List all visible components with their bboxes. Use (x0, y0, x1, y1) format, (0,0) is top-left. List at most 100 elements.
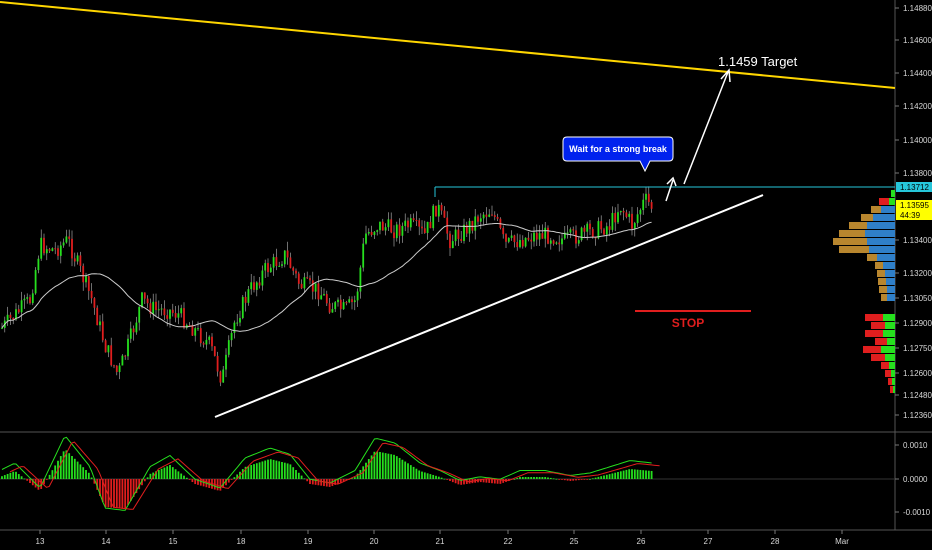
candle (17, 304, 20, 314)
osc-bar (104, 479, 107, 508)
osc-bar (440, 477, 443, 479)
candle (530, 233, 533, 250)
candle (580, 226, 583, 242)
osc-bar (261, 461, 264, 479)
candle (160, 304, 163, 316)
candle (474, 209, 477, 240)
price-tick: 1.14400 (895, 69, 932, 78)
osc-bar (40, 479, 43, 489)
candle (384, 223, 387, 236)
price-tag-label: 1.13595 (900, 201, 929, 210)
time-tick-label: 18 (237, 537, 246, 546)
osc-bar (48, 474, 51, 479)
osc-bar (398, 457, 401, 479)
price-tick: 1.13400 (895, 236, 932, 245)
candle (569, 227, 572, 239)
candle (547, 225, 549, 245)
time-tick: Mar (835, 530, 849, 546)
candle (236, 314, 239, 327)
candle (79, 251, 82, 273)
candle (538, 225, 541, 247)
candle (311, 271, 314, 300)
osc-bar (110, 479, 113, 508)
osc-bar (337, 479, 339, 484)
osc-bar (269, 459, 272, 479)
osc-bar (171, 467, 174, 479)
osc-bar (605, 474, 608, 479)
time-tick: 28 (771, 530, 780, 546)
candle (199, 322, 202, 347)
candle (174, 305, 177, 323)
candle (423, 220, 426, 234)
osc-bar (496, 479, 499, 484)
candle (404, 213, 407, 232)
candle (163, 300, 166, 321)
osc-bar (152, 472, 155, 479)
candle (239, 310, 241, 327)
osc-bar (255, 463, 258, 479)
osc-bar (82, 467, 85, 479)
candle (149, 298, 152, 318)
price-tag-label: 44:39 (900, 211, 921, 220)
candle (171, 303, 174, 317)
volume-profile-bar (881, 294, 895, 301)
candle (23, 294, 26, 309)
osc-bar (418, 470, 421, 479)
osc-bar (54, 465, 57, 479)
candle (213, 346, 216, 357)
osc-bar (20, 476, 23, 479)
osc-bar (286, 463, 289, 479)
osc-bar (530, 477, 533, 479)
candle (463, 218, 465, 244)
osc-bar (538, 477, 541, 479)
volume-profile-bar (877, 270, 895, 277)
price-tag: 1.13595 (896, 200, 932, 210)
candle (331, 302, 334, 313)
time-tick-label: 21 (436, 537, 445, 546)
candle (96, 305, 99, 326)
osc-bar (611, 473, 614, 479)
candle (73, 252, 76, 267)
candle (225, 348, 227, 378)
osc-bar (488, 479, 491, 483)
candle (353, 295, 356, 311)
osc-bar (502, 479, 505, 483)
price-tick: 1.14200 (895, 102, 932, 111)
price-tick-label: 1.14000 (903, 136, 932, 145)
candle (541, 224, 544, 239)
price-tick: 1.13050 (895, 294, 932, 303)
osc-bar (149, 473, 152, 479)
osc-bar (642, 470, 645, 479)
osc-bar (367, 459, 370, 479)
candle (376, 229, 379, 236)
candle (468, 218, 471, 242)
candle (59, 241, 62, 264)
osc-bar (225, 479, 227, 486)
price-tick: 1.14880 (895, 4, 932, 13)
candle (118, 362, 121, 380)
osc-bar (519, 477, 521, 479)
osc-bar (289, 464, 292, 479)
candle (48, 247, 51, 253)
osc-bar (415, 468, 418, 479)
candle (429, 216, 432, 229)
osc-bar (549, 477, 552, 479)
candle (421, 220, 423, 235)
candle (334, 301, 337, 312)
candle (12, 317, 15, 325)
volume-profile-bar (871, 354, 895, 361)
osc-bar (647, 470, 650, 479)
osc-bar (59, 456, 62, 479)
candle (82, 263, 85, 291)
candle (339, 294, 342, 318)
candle (622, 207, 625, 221)
time-tick-label: 26 (637, 537, 646, 546)
candle (583, 225, 586, 238)
osc-bar (219, 479, 222, 491)
candle (465, 221, 468, 238)
volume-profile-bar (875, 338, 895, 345)
osc-bar (491, 479, 493, 484)
candle (645, 186, 647, 209)
candle (348, 296, 351, 304)
osc-bar (373, 451, 376, 479)
